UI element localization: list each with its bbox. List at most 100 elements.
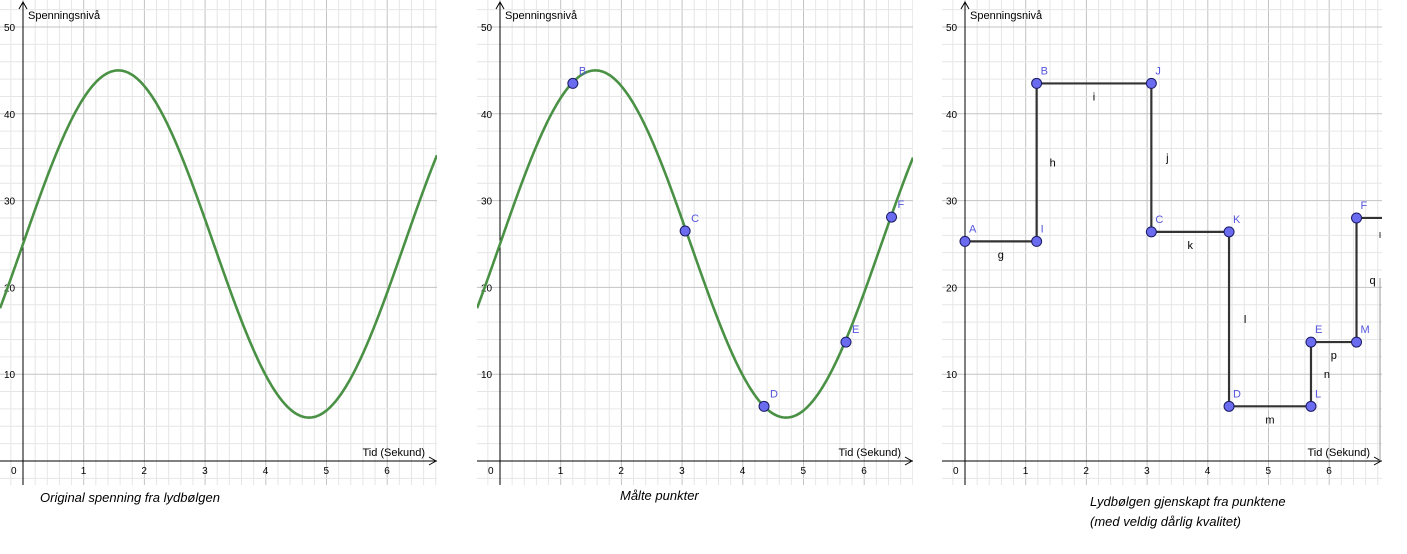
- chart-measured-svg: 10 20 30 40 50 0 1 2 3 4 5 6 Spenningsnivå Tid (Sekun…: [477, 0, 913, 485]
- y-tick-label: 30: [946, 197, 958, 208]
- point-label-K: K: [1233, 214, 1241, 226]
- x-axis-arrow: [1373, 456, 1382, 466]
- grid: [477, 0, 913, 485]
- y-tick-label: 10: [946, 370, 958, 381]
- grid: [0, 0, 437, 485]
- point-label-E: E: [852, 324, 859, 336]
- x-axis-title: Tid (Sekund): [1307, 447, 1370, 459]
- segment-label-h: h: [1050, 157, 1056, 169]
- point-J: [1145, 77, 1157, 89]
- chart-measured: 10 20 30 40 50 0 1 2 3 4 5 6 Spenningsnivå Tid (Sekun…: [477, 0, 913, 485]
- y-axis-title: Spenningsnivå: [28, 10, 101, 22]
- x-tick-label: 1: [81, 466, 87, 477]
- y-axis-arrow: [495, 0, 505, 10]
- y-tick-label: 20: [481, 283, 493, 294]
- x-tick-label: 0: [11, 466, 17, 477]
- y-axis-arrow: [18, 0, 28, 10]
- point-label-D: D: [1233, 388, 1241, 400]
- point-C: [679, 225, 691, 237]
- x-tick-label: 0: [953, 466, 959, 477]
- x-tick-label: 1: [1023, 466, 1029, 477]
- y-tick-label: 40: [4, 110, 16, 121]
- caption-measured: Målte punkter: [620, 488, 699, 503]
- point-label-M: M: [1361, 324, 1370, 336]
- y-tick-label: 30: [4, 197, 16, 208]
- chart-reconstructed-svg: 10 20 30 40 50 0 1 2 3 4 5 6 Spenningsnivå Tid (Sekun…: [942, 0, 1382, 485]
- point-D: [758, 400, 770, 412]
- point-label-I: I: [1041, 223, 1044, 235]
- sine-wave-line: [0, 69, 437, 419]
- point-label-E: E: [1315, 324, 1322, 336]
- point-label-A: A: [969, 223, 977, 235]
- point-label-F: F: [898, 199, 905, 211]
- caption-reconstructed-line2: (med veldig dårlig kvalitet): [1090, 514, 1242, 529]
- point-C: [1145, 226, 1157, 238]
- point-K: [1223, 226, 1235, 238]
- point-F: [1351, 212, 1363, 224]
- point-label-B: B: [579, 65, 586, 77]
- point-L: [1305, 400, 1317, 412]
- grid: [942, 0, 1382, 485]
- x-tick-label: 3: [202, 466, 208, 477]
- x-tick-label: 2: [1083, 466, 1089, 477]
- point-label-L: L: [1315, 388, 1321, 400]
- y-tick-label: 50: [4, 23, 16, 34]
- y-tick-label: 40: [946, 110, 958, 121]
- y-axis-arrow: [960, 0, 970, 10]
- point-B: [1031, 77, 1043, 89]
- segment-label-q: q: [1369, 275, 1375, 287]
- point-E: [1305, 336, 1317, 348]
- y-tick-label: 10: [4, 370, 16, 381]
- x-tick-label: 2: [618, 466, 624, 477]
- x-tick-label: 3: [1144, 466, 1150, 477]
- y-tick-label: 10: [481, 370, 493, 381]
- point-label-D: D: [770, 388, 778, 400]
- caption-reconstructed-line1: Lydbølgen gjenskapt fra punktene: [1090, 494, 1286, 509]
- segment-label-k: k: [1187, 240, 1193, 252]
- segment-label-l: l: [1244, 314, 1246, 326]
- y-tick-label: 50: [946, 23, 958, 34]
- chart-original: 10 20 30 40 50 0 1 2 3 4 5 6 Spenningsnivå Tid (Sekun…: [0, 0, 437, 485]
- segment-label-j: j: [1165, 153, 1168, 165]
- x-tick-label: 6: [384, 466, 390, 477]
- x-tick-label: 2: [141, 466, 147, 477]
- y-tick-label: 30: [481, 197, 493, 208]
- point-E: [840, 336, 852, 348]
- point-F: [886, 211, 898, 223]
- x-tick-label: 4: [740, 466, 746, 477]
- point-label-J: J: [1155, 65, 1161, 77]
- y-tick-label: 20: [946, 283, 958, 294]
- x-axis-arrow: [904, 456, 913, 466]
- y-axis-title: Spenningsnivå: [505, 10, 578, 22]
- segment-label-m: m: [1265, 414, 1274, 426]
- x-tick-label: 5: [801, 466, 807, 477]
- x-axis-arrow: [428, 456, 437, 466]
- caption-original: Original spenning fra lydbølgen: [40, 490, 220, 505]
- y-tick-label: 40: [481, 110, 493, 121]
- x-tick-label: 0: [488, 466, 494, 477]
- point-label-B: B: [1041, 65, 1048, 77]
- chart-original-svg: 10 20 30 40 50 0 1 2 3 4 5 6 Spenningsnivå Tid (Sekun…: [0, 0, 437, 485]
- segment-label-g: g: [998, 249, 1004, 261]
- x-tick-label: 4: [263, 466, 269, 477]
- point-label-F: F: [1361, 200, 1368, 212]
- point-B: [567, 77, 579, 89]
- x-tick-label: 3: [679, 466, 685, 477]
- x-tick-label: 5: [1266, 466, 1272, 477]
- point-D: [1223, 400, 1235, 412]
- point-M: [1351, 336, 1363, 348]
- point-label-C: C: [691, 213, 699, 225]
- y-tick-label: 20: [4, 283, 16, 294]
- point-I: [1031, 235, 1043, 247]
- point-A: [959, 235, 971, 247]
- y-tick-label: 50: [481, 23, 493, 34]
- x-tick-label: 4: [1205, 466, 1211, 477]
- sine-wave-line: [477, 69, 913, 419]
- x-tick-label: 5: [324, 466, 330, 477]
- x-axis-title: Tid (Sekund): [838, 447, 901, 459]
- segment-label-n: n: [1324, 369, 1330, 381]
- segment-label-p: p: [1331, 350, 1337, 362]
- point-label-C: C: [1155, 214, 1163, 226]
- x-tick-label: 6: [1326, 466, 1332, 477]
- x-tick-label: 1: [558, 466, 564, 477]
